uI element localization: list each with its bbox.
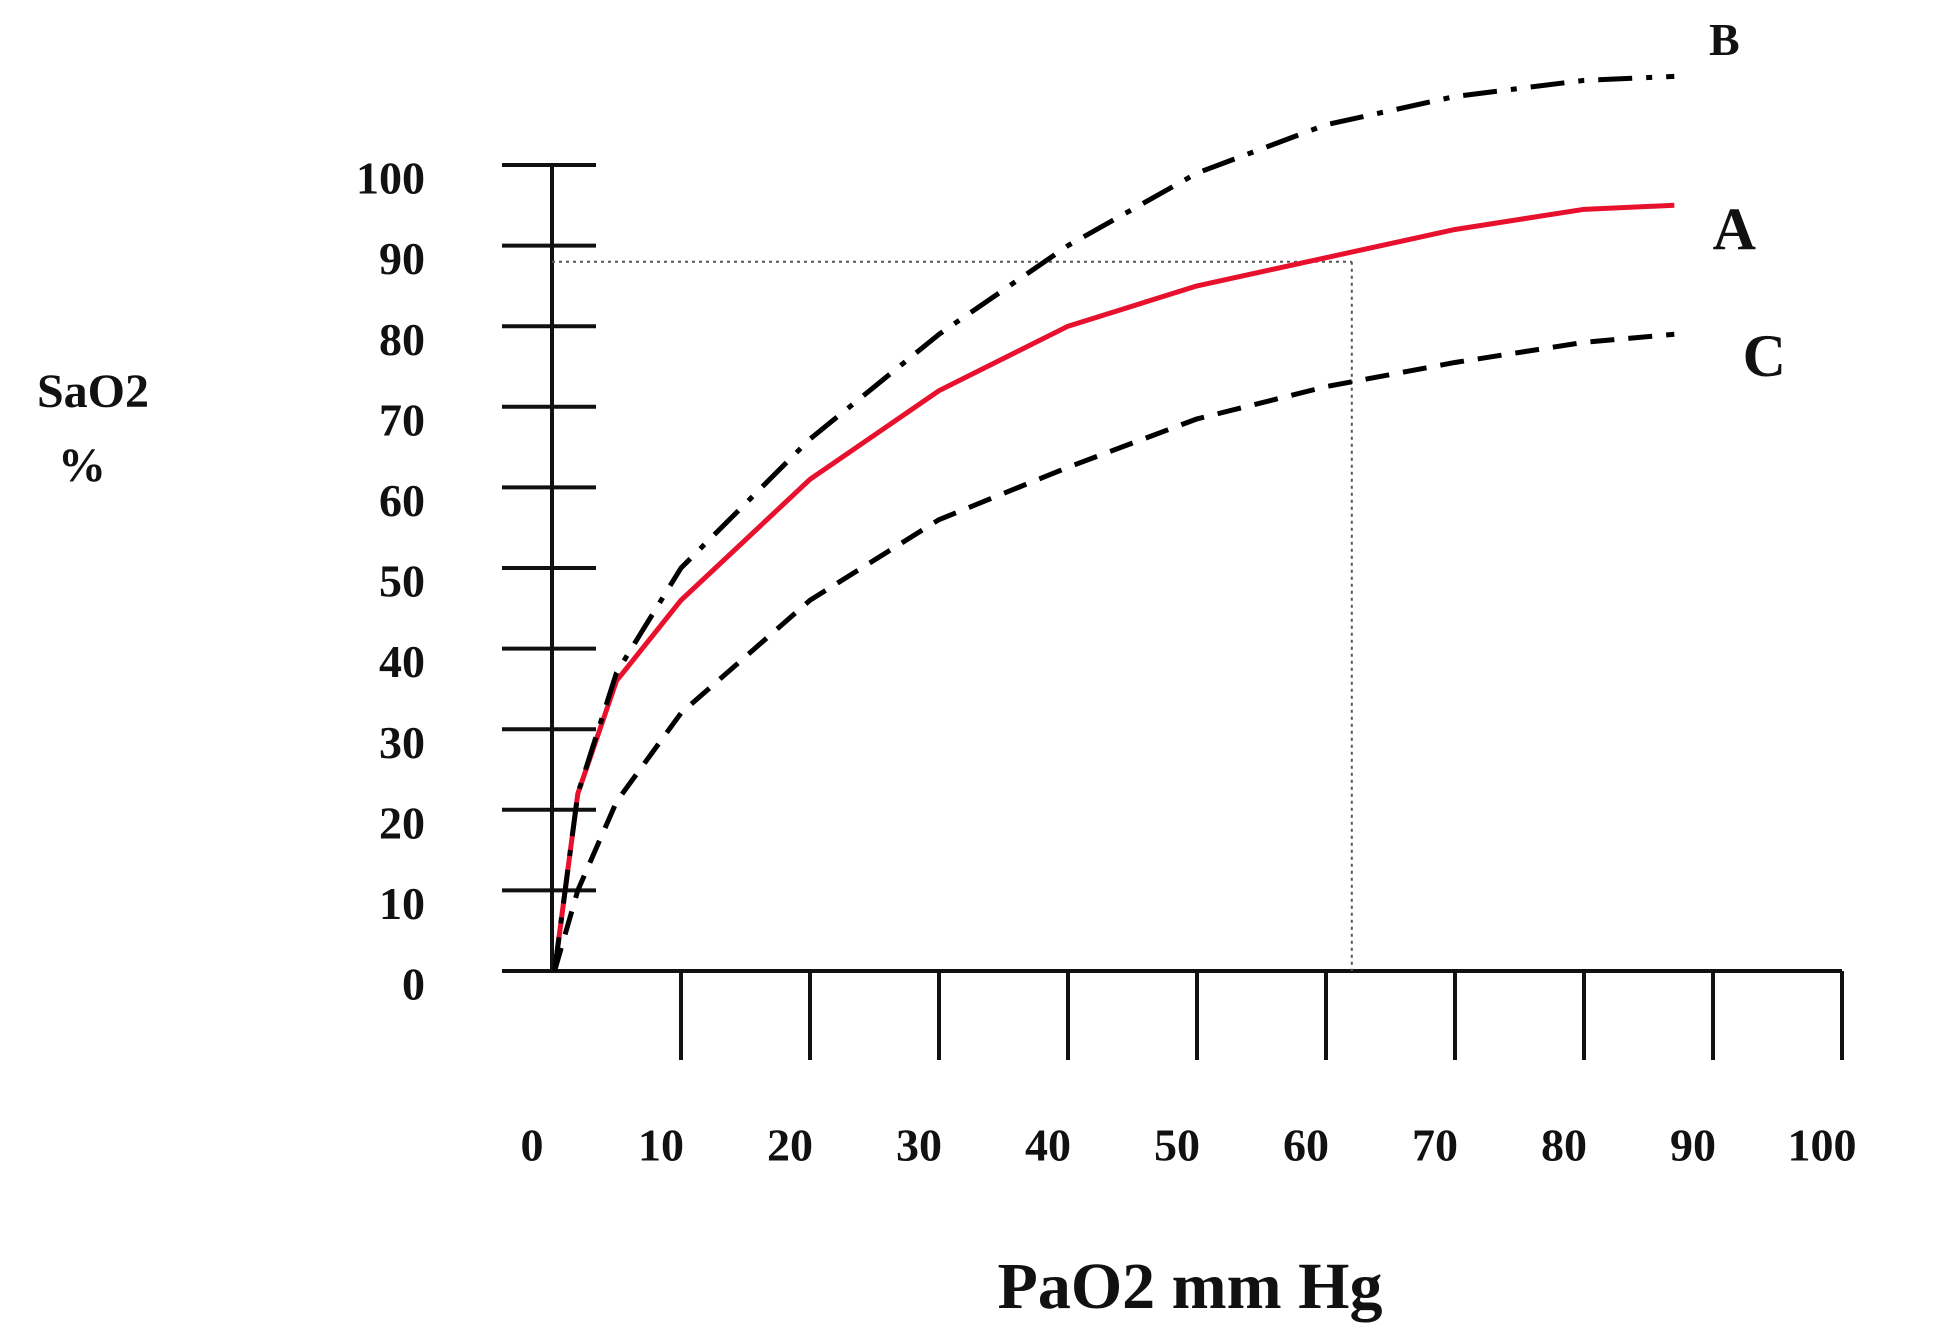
y-tick-label: 30 [379,717,425,768]
x-axis-label: PaO2 mm Hg [998,1250,1383,1323]
y-tick-label: 100 [356,153,425,204]
y-tick-label: 80 [379,314,425,365]
x-tick-label: 30 [896,1120,942,1171]
x-tick-label: 90 [1670,1120,1716,1171]
x-tick-label: 40 [1025,1120,1071,1171]
curve [552,73,1675,972]
series-label: A [1713,196,1756,262]
y-tick-label: 60 [379,475,425,526]
series-label: B [1709,14,1740,65]
x-tick-label: 70 [1412,1120,1458,1171]
x-tick-label: 50 [1154,1120,1200,1171]
y-axis-label: SaO2 [37,365,149,418]
x-tick-label: 100 [1788,1120,1857,1171]
x-tick-label: 20 [767,1120,813,1171]
y-tick-label: 20 [379,797,425,848]
curve [552,202,1675,972]
y-tick-label: 0 [402,959,425,1010]
y-tick-label: 10 [379,878,425,929]
y-tick-label: 40 [379,636,425,687]
x-tick-label: 60 [1283,1120,1329,1171]
curve [552,331,1675,972]
y-tick-label: 70 [379,394,425,445]
x-tick-label: 10 [638,1120,684,1171]
y-axis-unit: % [58,439,106,492]
y-tick-label: 50 [379,556,425,607]
y-tick-label: 90 [379,233,425,284]
x-tick-label: 0 [521,1120,544,1171]
series-label: C [1743,323,1786,389]
x-tick-label: 80 [1541,1120,1587,1171]
